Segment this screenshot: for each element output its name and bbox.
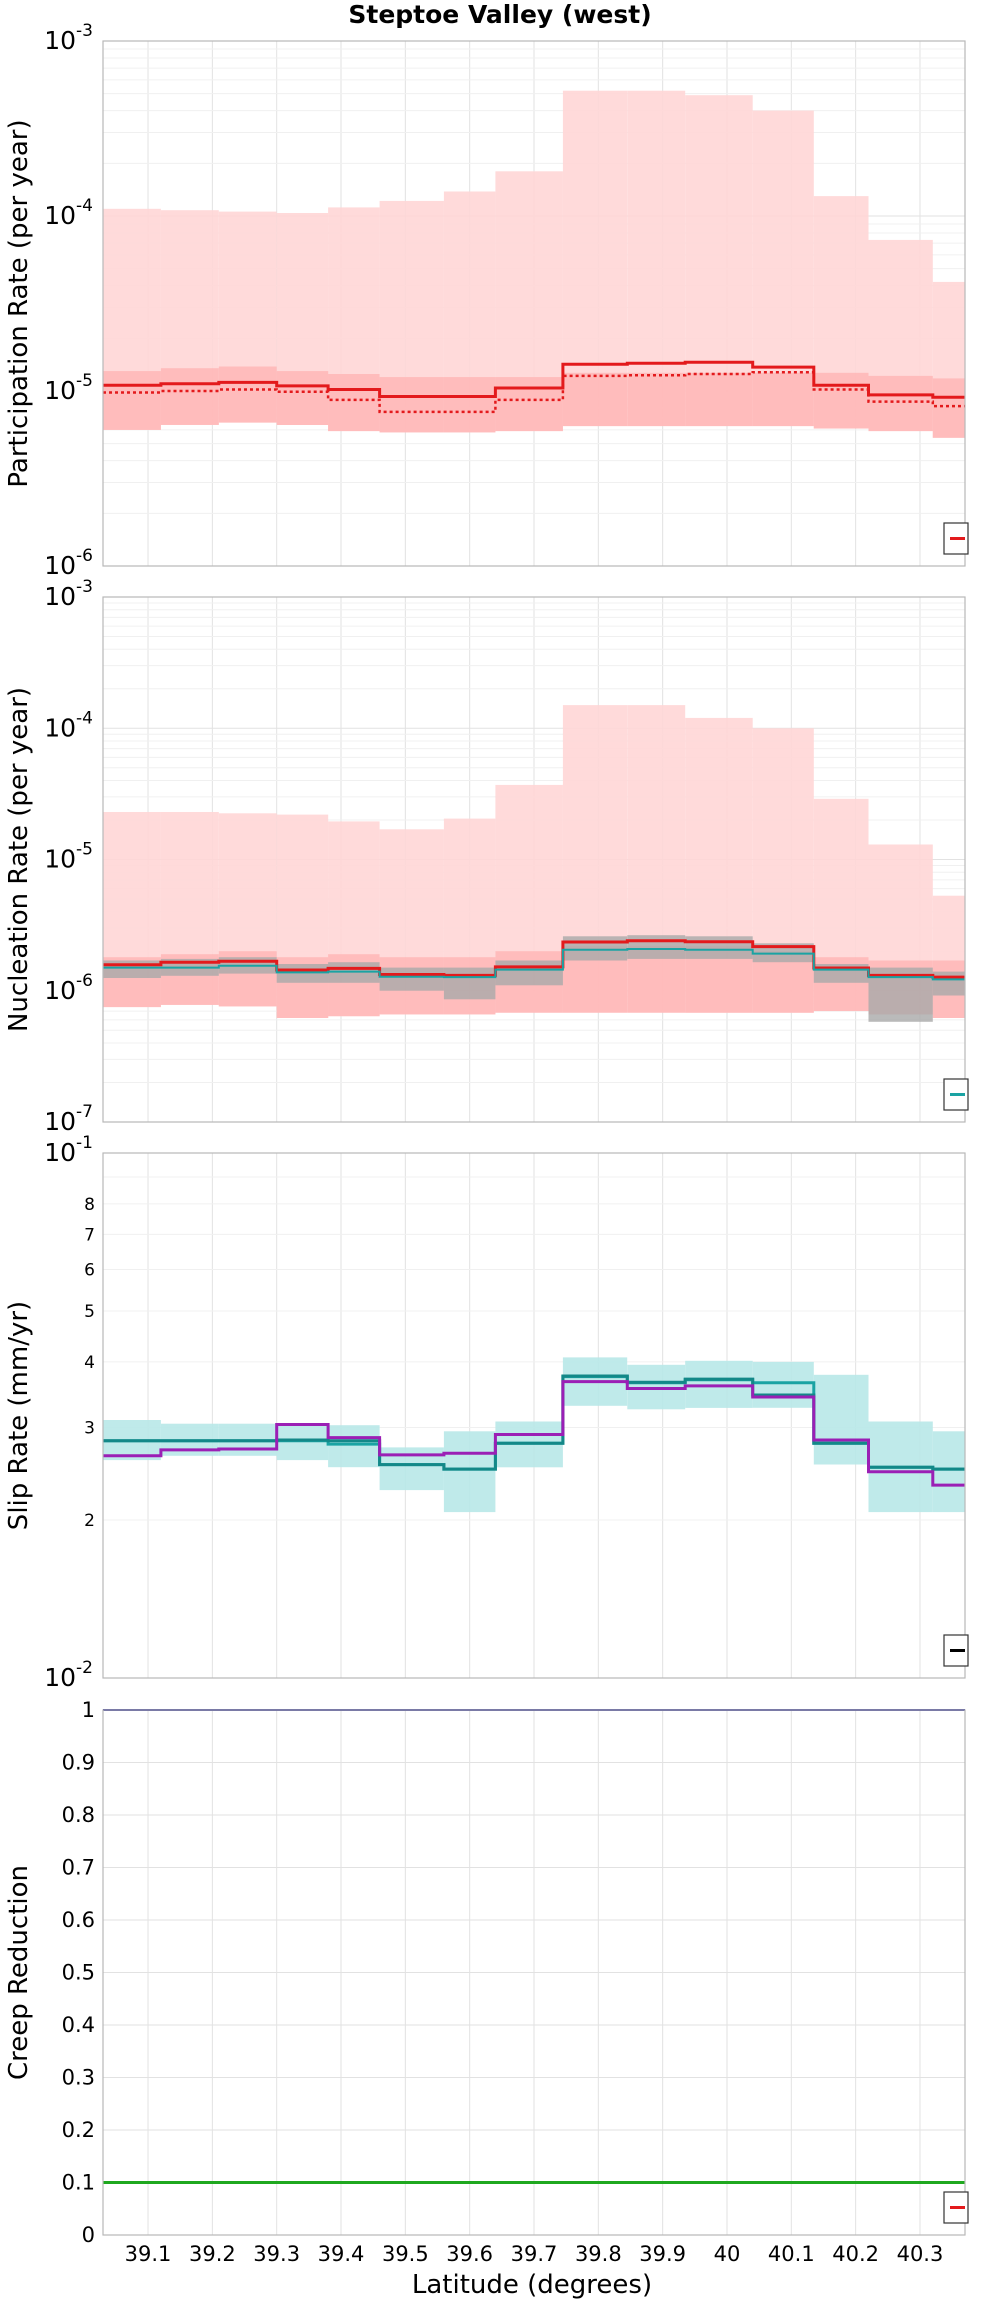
uncertainty-band-bin (685, 372, 753, 427)
y-tick-label: 0.7 (62, 1856, 95, 1880)
uncertainty-band-bin (813, 372, 869, 429)
x-tick-label: 39.9 (639, 2242, 686, 2266)
uncertainty-band-bin (627, 372, 686, 427)
figure-title: Steptoe Valley (west) (348, 0, 651, 29)
uncertainty-band-bin (276, 371, 329, 425)
plot-frame (102, 1152, 966, 1679)
uncertainty-band-bin (379, 967, 444, 991)
legend (943, 2191, 969, 2224)
uncertainty-band-bin (932, 971, 965, 996)
y-tick-label: 10-5 (44, 371, 93, 405)
y-tick-label: 10-2 (44, 1658, 93, 1692)
uncertainty-band-bin (562, 372, 628, 427)
uncertainty-band-bin (627, 90, 686, 427)
x-tick-label: 39.7 (511, 2242, 558, 2266)
uncertainty-band-bin (932, 378, 965, 438)
x-tick-label: 39.1 (125, 2242, 172, 2266)
uncertainty-band-bin (562, 936, 628, 961)
y-tick-label: 10-5 (44, 840, 93, 874)
y-tick-label: 10-6 (44, 546, 93, 580)
x-tick-label: 39.5 (382, 2242, 429, 2266)
uncertainty-band-bin (685, 936, 753, 959)
y-minor-tick-label: 6 (84, 1260, 95, 1280)
y-tick-label: 0.9 (62, 1751, 95, 1775)
y-tick-label: 10-4 (44, 708, 93, 742)
y-axis-label: Creep Reduction (4, 1865, 34, 2080)
x-tick-label: 39.3 (253, 2242, 300, 2266)
y-axis-label: Slip Rate (mm/yr) (4, 1301, 34, 1530)
y-axis-label: Nucleation Rate (per year) (4, 687, 34, 1032)
x-tick-label: 39.2 (189, 2242, 236, 2266)
y-minor-tick-label: 5 (84, 1302, 95, 1322)
y-tick-label: 10-7 (44, 1102, 93, 1136)
panel-participation: 10-6 10-5 10-4 10-3 Participation Rate (per … (4, 21, 969, 580)
uncertainty-band-bin (562, 90, 628, 427)
y-tick-label: 0.3 (62, 2066, 95, 2090)
x-axis-label: Latitude (degrees) (412, 2270, 652, 2300)
uncertainty-band-bin (627, 935, 686, 959)
x-tick-label: 39.6 (446, 2242, 493, 2266)
uncertainty-band-bin (813, 1374, 869, 1465)
uncertainty-band-bin (160, 368, 219, 425)
panel-slip: 10-2 10-1 2 3 4 5 6 7 8 Slip Rate (mm/yr) (4, 1133, 969, 1692)
x-tick-label: 40 (714, 2242, 741, 2266)
x-tick-label: 40.3 (897, 2242, 944, 2266)
y-tick-label: 0.5 (62, 1961, 95, 1985)
series-line (103, 370, 965, 414)
uncertainty-band-bin (328, 1425, 380, 1468)
series-line (103, 1380, 965, 1487)
y-tick-label: 0.8 (62, 1803, 95, 1827)
uncertainty-band-bin (328, 374, 380, 432)
uncertainty-band-bin (443, 377, 496, 433)
y-tick-label: 10-4 (44, 196, 93, 230)
legend (943, 522, 969, 555)
y-tick-label: 1 (82, 1698, 95, 1722)
series-line (103, 360, 965, 399)
plot-frame (102, 596, 966, 1123)
y-minor-tick-label: 2 (84, 1511, 95, 1531)
uncertainty-band-bin (685, 1360, 753, 1408)
y-tick-label: 0.1 (62, 2171, 95, 2195)
y-tick-label: 0 (82, 2223, 95, 2247)
y-minor-tick-label: 7 (84, 1225, 95, 1245)
y-axis-label: Participation Rate (per year) (4, 119, 34, 487)
legend (943, 1634, 969, 1667)
y-tick-label: 10-3 (44, 577, 93, 611)
y-tick-label: 10-6 (44, 971, 93, 1005)
x-tick-label: 39.8 (575, 2242, 622, 2266)
series-line (103, 939, 965, 979)
series-line (103, 948, 965, 981)
x-tick-label: 39.4 (318, 2242, 365, 2266)
uncertainty-band-bin (218, 366, 277, 423)
uncertainty-band-bin (685, 95, 753, 427)
x-tick-label: 40.2 (832, 2242, 879, 2266)
y-minor-tick-label: 4 (84, 1353, 95, 1373)
plot-frame (102, 40, 966, 567)
uncertainty-band-bin (103, 371, 161, 430)
y-tick-label: 10-3 (44, 21, 93, 55)
x-tick-label: 40.1 (768, 2242, 815, 2266)
uncertainty-band-bin (868, 375, 933, 432)
uncertainty-band-bin (932, 1431, 965, 1513)
y-tick-label: 10-1 (44, 1133, 93, 1167)
uncertainty-band-bin (752, 1361, 814, 1408)
uncertainty-band-bin (276, 1425, 329, 1461)
y-tick-label: 0.6 (62, 1908, 95, 1932)
uncertainty-band-bin (379, 377, 444, 433)
uncertainty-band-bin (752, 372, 814, 427)
plot-frame (102, 1709, 966, 2236)
legend (943, 1078, 969, 1111)
uncertainty-band-bin (103, 960, 161, 978)
y-tick-label: 0.2 (62, 2118, 95, 2142)
uncertainty-band-bin (495, 960, 563, 986)
uncertainty-band-bin (495, 377, 563, 432)
panel-creep: 0 0.1 0.2 0.3 0.4 0.5 0.6 0.7 0.8 0.9 1 Creep Reduc… (4, 1698, 969, 2247)
y-minor-tick-label: 3 (84, 1419, 95, 1439)
y-minor-tick-label: 8 (84, 1195, 95, 1215)
y-tick-label: 0.4 (62, 2013, 95, 2037)
uncertainty-band-bin (443, 967, 496, 1000)
uncertainty-band-bin (443, 1431, 496, 1513)
panel-nucleation: 10-7 10-6 10-5 10-4 10-3 Nucleation Rate (per… (4, 577, 969, 1136)
